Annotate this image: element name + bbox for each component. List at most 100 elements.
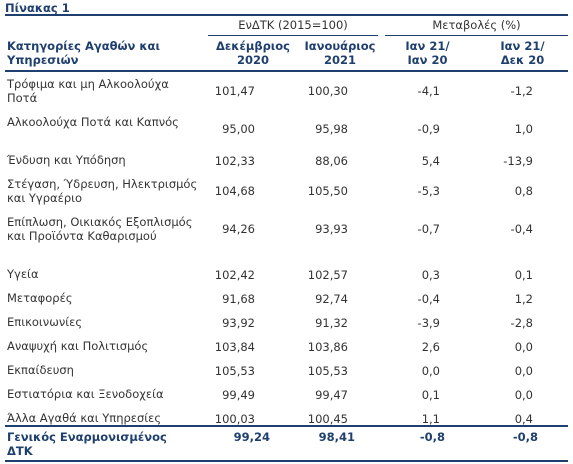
table-row: Μεταφορές 91,68 92,74 -0,4 1,2 xyxy=(5,287,568,311)
row-jan2021: 102,57 xyxy=(307,268,348,282)
row-spacer xyxy=(533,173,568,211)
row-mom: 1,2 xyxy=(514,292,533,306)
row-spacer xyxy=(533,359,568,383)
row-dec2020: 94,26 xyxy=(222,222,255,236)
table-row: Αλκοολούχα Ποτά και Καπνός 95,00 95,98 -0,9… xyxy=(5,111,568,149)
row-jan2021: 88,06 xyxy=(315,154,348,168)
total-jan2021: 98,41 xyxy=(318,430,355,444)
row-spacer xyxy=(533,111,568,149)
table-row: Εκπαίδευση 105,53 105,53 0,0 0,0 xyxy=(5,359,568,383)
group-header-index: ΕνΔΤΚ (2015=100) xyxy=(238,18,348,32)
group-rule-index xyxy=(208,35,378,36)
table-row: Άλλα Αγαθά και Υπηρεσίες 100,03 100,45 1,1 0… xyxy=(5,407,568,431)
group-header-changes: Μεταβολές (%) xyxy=(432,18,521,32)
row-yoy: 0,3 xyxy=(421,268,440,282)
row-dec2020: 104,68 xyxy=(214,184,255,198)
row-spacer xyxy=(533,311,568,335)
row-dec2020: 105,53 xyxy=(214,364,255,378)
row-dec2020: 93,92 xyxy=(222,316,255,330)
row-category: Ένδυση και Υπόδηση xyxy=(7,153,126,167)
row-jan2021: 103,86 xyxy=(307,340,348,354)
row-yoy: 0,0 xyxy=(421,364,440,378)
row-yoy: 5,4 xyxy=(421,154,440,168)
row-jan2021: 100,30 xyxy=(307,84,348,98)
header-rule xyxy=(5,70,568,72)
column-header-jan2021-line1: Ιανουάριος xyxy=(304,39,376,53)
row-mom: -0,4 xyxy=(510,222,533,236)
total-rule-top xyxy=(5,425,568,427)
row-yoy: -5,3 xyxy=(417,184,440,198)
row-jan2021: 105,50 xyxy=(307,184,348,198)
row-category: Υγεία xyxy=(7,267,39,281)
row-category: Αναψυχή και Πολιτισμός xyxy=(7,339,149,353)
row-spacer xyxy=(533,287,568,311)
total-mom: -0,8 xyxy=(512,430,538,444)
data-table: Τρόφιμα και μη Αλκοολούχα Ποτά 101,47 100,… xyxy=(5,73,568,431)
row-yoy: 0,1 xyxy=(421,388,440,402)
row-category: Τρόφιμα και μη Αλκοολούχα Ποτά xyxy=(7,77,169,105)
row-mom: -1,2 xyxy=(510,84,533,98)
column-header-jan2021: Ιανουάριος 2021 xyxy=(295,39,385,67)
column-header-mom-line1: Ιαν 21/ xyxy=(500,39,545,53)
total-rule-bottom xyxy=(5,460,568,462)
row-mom: 0,0 xyxy=(514,364,533,378)
row-dec2020: 103,84 xyxy=(214,340,255,354)
row-jan2021: 105,53 xyxy=(307,364,348,378)
total-yoy: -0,8 xyxy=(419,430,445,444)
row-dec2020: 100,03 xyxy=(214,412,255,426)
total-dec2020: 99,24 xyxy=(233,430,270,444)
row-mom: 0,4 xyxy=(514,412,533,426)
row-category: Αλκοολούχα Ποτά και Καπνός xyxy=(7,115,179,129)
row-spacer xyxy=(533,335,568,359)
table-row: Επίπλωση, Οικιακός Εξοπλισμός και Προϊόν… xyxy=(5,211,568,263)
row-category: Εστιατόρια και Ξενοδοχεία xyxy=(7,387,164,401)
row-mom: 0,0 xyxy=(514,388,533,402)
row-dec2020: 102,42 xyxy=(214,268,255,282)
column-header-yoy-line1: Ιαν 21/ xyxy=(405,39,450,53)
table-row: Στέγαση, Ύδρευση, Ηλεκτρισμός και Υγραέρ… xyxy=(5,173,568,211)
column-header-mom: Ιαν 21/ Δεκ 20 xyxy=(480,39,565,67)
column-header-category: Κατηγορίες Αγαθών και Υπηρεσιών xyxy=(7,39,160,67)
row-category: Άλλα Αγαθά και Υπηρεσίες xyxy=(7,411,162,425)
table-row: Αναψυχή και Πολιτισμός 103,84 103,86 2,6 0,0 xyxy=(5,335,568,359)
column-header-yoy-line2: Ιαν 20 xyxy=(407,53,448,67)
row-category: Εκπαίδευση xyxy=(7,363,74,377)
title-rule xyxy=(5,14,568,16)
table-row: Εστιατόρια και Ξενοδοχεία 99,49 99,47 0,1 0,… xyxy=(5,383,568,407)
row-jan2021: 99,47 xyxy=(315,388,348,402)
row-yoy: 2,6 xyxy=(421,340,440,354)
row-yoy: -3,9 xyxy=(417,316,440,330)
row-category: Στέγαση, Ύδρευση, Ηλεκτρισμός και Υγραέρ… xyxy=(7,177,198,205)
table-row: Ένδυση και Υπόδηση 102,33 88,06 5,4 -13,9 xyxy=(5,149,568,173)
row-yoy: 1,1 xyxy=(421,412,440,426)
row-dec2020: 99,49 xyxy=(222,388,255,402)
row-dec2020: 102,33 xyxy=(214,154,255,168)
column-header-dec2020-line2: 2020 xyxy=(236,53,269,67)
row-spacer xyxy=(533,407,568,431)
column-header-dec2020-line1: Δεκέμβριος xyxy=(216,39,290,53)
column-header-jan2021-line2: 2021 xyxy=(323,53,356,67)
table-row: Επικοινωνίες 93,92 91,32 -3,9 -2,8 xyxy=(5,311,568,335)
row-yoy: -0,4 xyxy=(417,292,440,306)
row-mom: 0,8 xyxy=(514,184,533,198)
table-row: Τρόφιμα και μη Αλκοολούχα Ποτά 101,47 100,… xyxy=(5,73,568,111)
row-dec2020: 95,00 xyxy=(222,122,255,136)
row-mom: -13,9 xyxy=(503,154,533,168)
row-category: Μεταφορές xyxy=(7,291,73,305)
row-spacer xyxy=(533,149,568,173)
row-spacer xyxy=(533,383,568,407)
row-mom: -2,8 xyxy=(510,316,533,330)
row-dec2020: 101,47 xyxy=(214,84,255,98)
row-yoy: -4,1 xyxy=(417,84,440,98)
row-category: Επικοινωνίες xyxy=(7,315,83,329)
column-header-dec2020: Δεκέμβριος 2020 xyxy=(208,39,298,67)
total-category: Γενικός Εναρμονισμένος ΔΤΚ xyxy=(7,430,167,458)
row-category: Επίπλωση, Οικιακός Εξοπλισμός και Προϊόν… xyxy=(7,215,193,243)
table-title: Πίνακας 1 xyxy=(5,1,70,15)
row-jan2021: 91,32 xyxy=(315,316,348,330)
row-jan2021: 93,93 xyxy=(315,222,348,236)
row-mom: 1,0 xyxy=(514,122,533,136)
table-row: Υγεία 102,42 102,57 0,3 0,1 xyxy=(5,263,568,287)
row-yoy: -0,7 xyxy=(417,222,440,236)
row-spacer xyxy=(533,211,568,263)
